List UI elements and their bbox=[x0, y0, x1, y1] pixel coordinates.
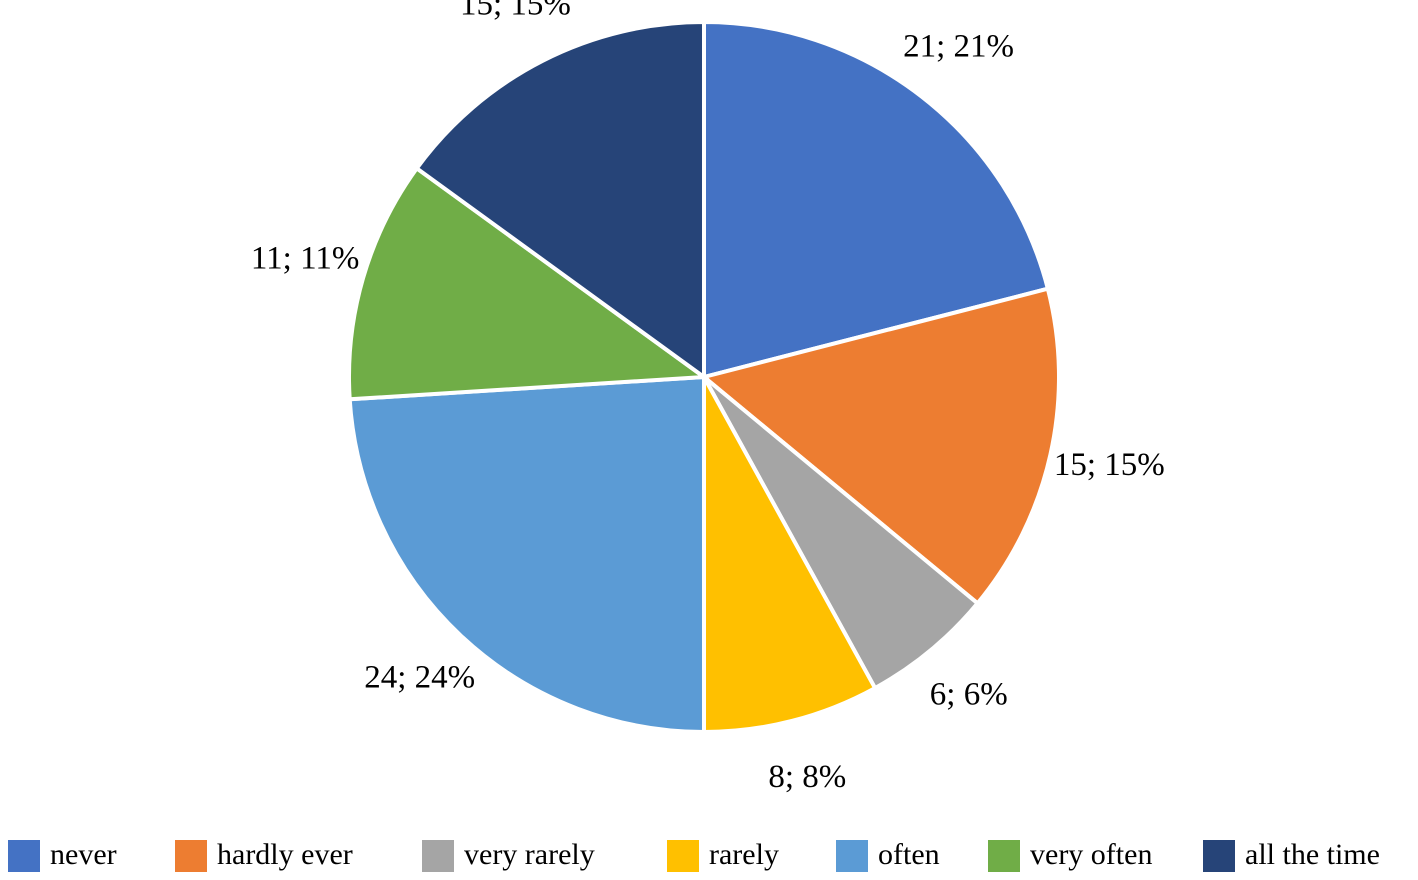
legend-label: often bbox=[878, 838, 940, 871]
legend-label: rarely bbox=[709, 838, 779, 871]
data-label: 24; 24% bbox=[364, 659, 475, 695]
data-label: 21; 21% bbox=[903, 28, 1014, 64]
legend-swatch bbox=[422, 840, 454, 872]
data-label: 6; 6% bbox=[930, 677, 1008, 713]
pie-slice bbox=[702, 376, 878, 735]
legend-swatch bbox=[667, 840, 699, 872]
legend-swatch bbox=[836, 840, 868, 872]
pie-slice bbox=[699, 286, 1061, 607]
legend-swatch bbox=[175, 840, 207, 872]
data-label: 11; 11% bbox=[251, 241, 359, 277]
legend-label: all the time bbox=[1245, 838, 1380, 871]
legend-swatch bbox=[1203, 840, 1235, 872]
pie-slice bbox=[347, 374, 706, 735]
pie-slice bbox=[702, 375, 981, 691]
legend-label: never bbox=[50, 838, 117, 871]
legend-swatch bbox=[988, 840, 1020, 872]
legend-label: very often bbox=[1030, 838, 1152, 871]
pie-slice bbox=[414, 19, 706, 381]
pie-slice bbox=[702, 19, 1051, 380]
pie-slice bbox=[347, 165, 710, 402]
data-label: 15; 15% bbox=[460, 0, 571, 22]
data-label: 8; 8% bbox=[768, 759, 846, 795]
legend-label: very rarely bbox=[464, 838, 595, 871]
legend-label: hardly ever bbox=[217, 838, 353, 871]
data-label: 15; 15% bbox=[1054, 447, 1165, 483]
legend-swatch bbox=[8, 840, 40, 872]
